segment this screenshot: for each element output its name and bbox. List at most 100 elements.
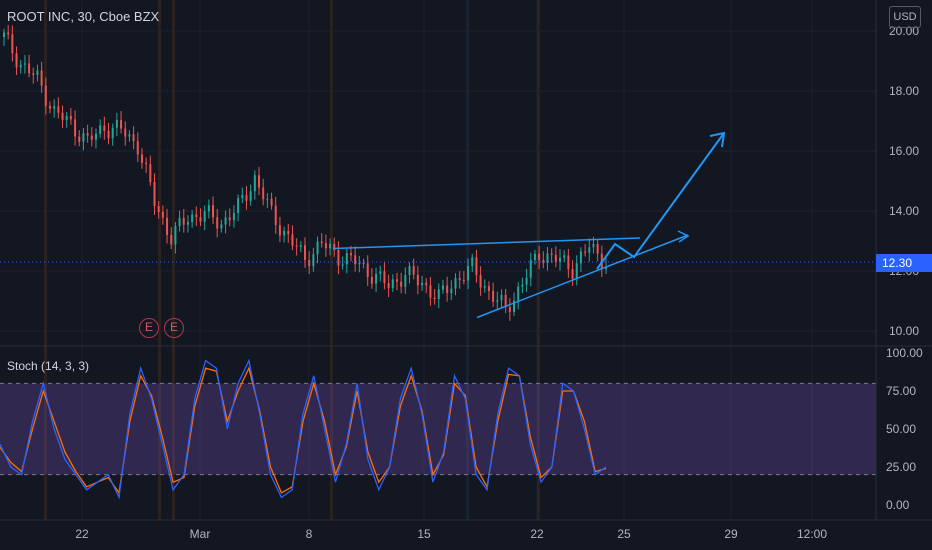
candle-body: [203, 211, 206, 222]
candle-body: [404, 275, 407, 287]
candle-body: [496, 300, 499, 302]
candle-body: [283, 230, 286, 236]
candle-body: [458, 277, 461, 281]
candle-body: [149, 164, 152, 183]
candle-series: [3, 24, 607, 321]
session-marker: [44, 0, 47, 520]
candle-body: [395, 279, 398, 282]
candle-body: [61, 112, 64, 120]
candle-body: [253, 175, 256, 192]
candle-body: [345, 253, 348, 265]
candle-body: [103, 125, 106, 131]
candle-body: [224, 217, 227, 225]
chart-title: ROOT INC, 30, Cboe BZX: [7, 9, 160, 24]
candle-body: [23, 63, 26, 65]
candle-body: [525, 277, 528, 285]
candle-body: [471, 257, 474, 267]
candle-body: [441, 285, 444, 290]
candle-body: [111, 127, 114, 139]
candle-body: [241, 195, 244, 199]
candle-body: [291, 234, 294, 246]
candle-body: [270, 198, 273, 206]
candle-body: [563, 255, 566, 258]
session-marker: [172, 0, 175, 520]
session-marker: [158, 0, 161, 520]
candle-body: [304, 245, 306, 260]
candle-body: [370, 276, 373, 284]
candle-body: [559, 257, 562, 262]
projection-arrow: [596, 132, 725, 270]
stoch-tick-label: 100.00: [886, 346, 923, 360]
candle-body: [391, 279, 394, 289]
candle-body: [48, 105, 51, 109]
stoch-indicator-title: Stoch (14, 3, 3): [7, 359, 90, 373]
earnings-badge-2[interactable]: E: [164, 318, 184, 338]
price-tick-label: 10.00: [889, 324, 919, 338]
candle-body: [596, 243, 599, 254]
candle-body: [592, 243, 595, 248]
candle-body: [312, 254, 315, 267]
candle-body: [354, 255, 357, 265]
candle-body: [324, 243, 327, 249]
candle-body: [69, 115, 72, 120]
candle-body: [11, 34, 14, 54]
earnings-badge-1[interactable]: E: [139, 318, 159, 338]
candle-body: [533, 253, 536, 261]
candle-body: [349, 253, 352, 256]
candle-body: [258, 175, 261, 188]
candle-body: [99, 125, 102, 134]
candle-body: [341, 264, 344, 266]
stoch-tick-label: 25.00: [886, 460, 916, 474]
candle-body: [94, 133, 97, 140]
candle-body: [483, 286, 486, 288]
time-tick-label: 8: [306, 527, 313, 541]
candle-body: [57, 106, 60, 113]
candle-body: [571, 269, 574, 279]
projection-arrowhead: [709, 131, 726, 148]
candle-body: [375, 273, 378, 284]
candle-body: [278, 225, 281, 236]
stoch-tick-label: 50.00: [886, 422, 916, 436]
candle-body: [178, 218, 181, 226]
candle-body: [387, 283, 390, 289]
candle-body: [28, 63, 31, 74]
price-tick-label: 18.00: [889, 84, 919, 98]
candle-body: [120, 120, 123, 129]
candle-body: [337, 250, 340, 266]
candle-body: [538, 253, 541, 261]
candle-body: [421, 282, 424, 286]
candle-body: [115, 120, 118, 128]
candle-body: [86, 133, 89, 136]
currency-button[interactable]: USD: [889, 6, 921, 28]
candle-body: [182, 218, 185, 225]
candle-body: [437, 289, 440, 300]
candle-body: [475, 257, 478, 276]
candle-body: [191, 214, 194, 223]
candle-body: [542, 260, 545, 263]
candle-body: [567, 255, 570, 270]
candle-body: [579, 251, 582, 264]
candle-body: [74, 119, 77, 137]
candle-body: [216, 217, 219, 229]
candle-body: [362, 263, 365, 265]
stoch-d-line: [0, 366, 607, 495]
candle-body: [3, 32, 5, 37]
candle-body: [400, 281, 403, 287]
candle-body: [266, 198, 269, 200]
candle-body: [245, 195, 248, 201]
time-tick-label: 12:00: [797, 527, 827, 541]
candle-body: [308, 259, 311, 267]
candle-body: [517, 286, 520, 301]
trend-drawings[interactable]: [332, 131, 726, 319]
candle-body: [220, 224, 223, 229]
candle-body: [78, 136, 81, 142]
candle-body: [379, 271, 382, 274]
candle-body: [433, 297, 436, 300]
candle-body: [166, 217, 169, 235]
candle-body: [383, 271, 386, 284]
price-tick-label: 14.00: [889, 204, 919, 218]
candle-body: [299, 245, 302, 247]
time-tick-label: 15: [417, 527, 431, 541]
candle-body: [161, 211, 164, 218]
